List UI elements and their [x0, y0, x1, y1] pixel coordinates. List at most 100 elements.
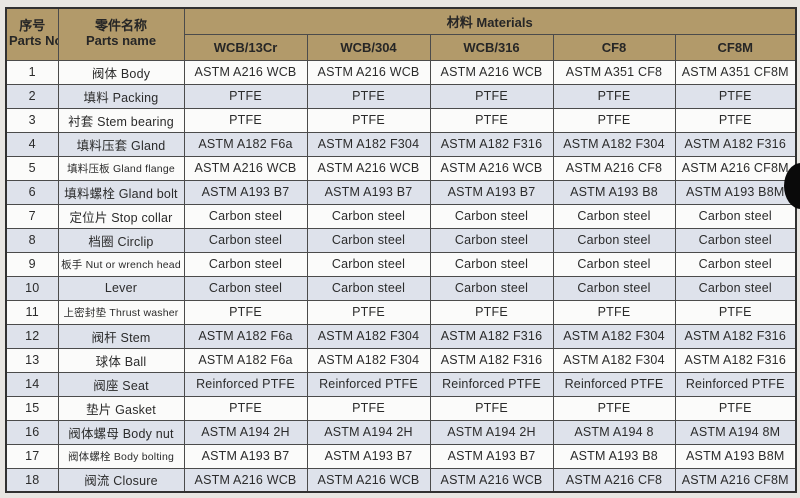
table-row: 3 衬套 Stem bearing PTFE PTFE PTFE PTFE PTFE	[5, 107, 797, 133]
parts-name-cell: 上密封垫 Thrust washer	[57, 299, 185, 325]
table-body: 1 阀体 Body ASTM A216 WCB ASTM A216 WCB ASTM A…	[5, 59, 797, 493]
material-cell: PTFE	[674, 107, 797, 133]
table-row: 6 填料螺栓 Gland bolt ASTM A193 B7 ASTM A193 B7…	[5, 179, 797, 205]
material-cell: ASTM A351 CF8	[552, 59, 676, 85]
table-row: 15 垫片 Gasket PTFE PTFE PTFE PTFE PTFE	[5, 395, 797, 421]
material-cell: Carbon steel	[552, 251, 676, 277]
material-cell: ASTM A216 WCB	[183, 155, 308, 181]
table-row: 4 填料压套 Gland ASTM A182 F6a ASTM A182 F304 AS…	[5, 131, 797, 157]
parts-name-cell: 定位片 Stop collar	[57, 203, 185, 229]
table-row: 10 Lever Carbon steel Carbon steel Carbon st…	[5, 275, 797, 301]
material-cell: ASTM A182 F316	[429, 323, 554, 349]
col-header-parts-no: 序号 Parts No.	[5, 7, 59, 61]
material-cell: PTFE	[429, 83, 554, 109]
parts-name-cell: 填料 Packing	[57, 83, 185, 109]
material-cell: ASTM A216 CF8M	[674, 467, 797, 493]
col-header-parts-name-en: Parts name	[85, 33, 157, 49]
material-cell: ASTM A216 WCB	[183, 467, 308, 493]
col-header-parts-no-en: Parts No.	[9, 33, 57, 49]
material-cell: Carbon steel	[674, 275, 797, 301]
parts-no-cell: 1	[5, 59, 59, 85]
table-row: 1 阀体 Body ASTM A216 WCB ASTM A216 WCB ASTM A…	[5, 59, 797, 85]
material-cell: PTFE	[429, 107, 554, 133]
material-cell: ASTM A216 CF8M	[674, 155, 797, 181]
material-cell: ASTM A182 F316	[674, 131, 797, 157]
parts-no-cell: 9	[5, 251, 59, 277]
material-cell: ASTM A182 F304	[306, 323, 431, 349]
col-header-material-cf8m: CF8M	[674, 33, 797, 61]
material-cell: ASTM A182 F6a	[183, 131, 308, 157]
material-cell: Carbon steel	[429, 227, 554, 253]
parts-name-cell: 阀体螺栓 Body bolting	[57, 443, 185, 469]
parts-no-cell: 17	[5, 443, 59, 469]
parts-no-cell: 11	[5, 299, 59, 325]
parts-no-cell: 14	[5, 371, 59, 397]
material-cell: PTFE	[306, 299, 431, 325]
material-cell: PTFE	[429, 395, 554, 421]
material-cell: ASTM A194 2H	[429, 419, 554, 445]
scan-hole-mark	[784, 163, 800, 209]
col-header-material-wcb304: WCB/304	[306, 33, 431, 61]
material-cell: Carbon steel	[674, 251, 797, 277]
table-row: 12 阀杆 Stem ASTM A182 F6a ASTM A182 F304 ASTM…	[5, 323, 797, 349]
parts-name-cell: 阀体 Body	[57, 59, 185, 85]
material-cell: PTFE	[183, 107, 308, 133]
parts-name-cell: 档圈 Circlip	[57, 227, 185, 253]
material-cell: ASTM A216 WCB	[429, 467, 554, 493]
material-cell: ASTM A193 B8	[552, 443, 676, 469]
parts-name-cell: 填料压套 Gland	[57, 131, 185, 157]
material-cell: ASTM A193 B7	[429, 443, 554, 469]
parts-no-cell: 8	[5, 227, 59, 253]
material-cell: PTFE	[183, 83, 308, 109]
parts-name-cell: 填料螺栓 Gland bolt	[57, 179, 185, 205]
parts-name-cell: 阀流 Closure	[57, 467, 185, 493]
material-cell: ASTM A216 WCB	[306, 155, 431, 181]
col-header-parts-name: 零件名称 Parts name	[57, 7, 185, 61]
material-cell: PTFE	[552, 83, 676, 109]
material-cell: Carbon steel	[183, 227, 308, 253]
material-cell: Carbon steel	[306, 227, 431, 253]
parts-no-cell: 3	[5, 107, 59, 133]
parts-name-cell: 填料压板 Gland flange	[57, 155, 185, 181]
material-cell: Carbon steel	[552, 203, 676, 229]
material-cell: Carbon steel	[183, 275, 308, 301]
table-row: 9 板手 Nut or wrench head Carbon steel Carbon…	[5, 251, 797, 277]
material-cell: ASTM A216 CF8	[552, 155, 676, 181]
parts-no-cell: 13	[5, 347, 59, 373]
material-cell: PTFE	[674, 299, 797, 325]
table-row: 5 填料压板 Gland flange ASTM A216 WCB ASTM A216…	[5, 155, 797, 181]
col-header-parts-no-cn: 序号	[19, 18, 46, 34]
material-cell: ASTM A182 F304	[306, 347, 431, 373]
material-cell: ASTM A182 F316	[674, 323, 797, 349]
parts-name-cell: 阀杆 Stem	[57, 323, 185, 349]
material-cell: ASTM A194 8M	[674, 419, 797, 445]
parts-no-cell: 18	[5, 467, 59, 493]
material-cell: PTFE	[183, 299, 308, 325]
table-row: 8 档圈 Circlip Carbon steel Carbon steel Carbo…	[5, 227, 797, 253]
material-cell: ASTM A351 CF8M	[674, 59, 797, 85]
material-cell: Carbon steel	[552, 227, 676, 253]
material-cell: ASTM A182 F316	[429, 131, 554, 157]
material-cell: Carbon steel	[552, 275, 676, 301]
parts-no-cell: 7	[5, 203, 59, 229]
material-cell: ASTM A216 WCB	[429, 59, 554, 85]
material-cell: Reinforced PTFE	[306, 371, 431, 397]
material-cell: ASTM A182 F316	[429, 347, 554, 373]
material-cell: PTFE	[306, 83, 431, 109]
material-cell: ASTM A216 WCB	[183, 59, 308, 85]
material-cell: PTFE	[552, 395, 676, 421]
table-row: 17 阀体螺栓 Body bolting ASTM A193 B7 ASTM A193…	[5, 443, 797, 469]
material-cell: ASTM A216 WCB	[429, 155, 554, 181]
col-header-material-wcb13cr: WCB/13Cr	[183, 33, 308, 61]
material-cell: Carbon steel	[306, 275, 431, 301]
table-row: 2 填料 Packing PTFE PTFE PTFE PTFE PTFE	[5, 83, 797, 109]
parts-name-cell: 板手 Nut or wrench head	[57, 251, 185, 277]
parts-name-cell: 垫片 Gasket	[57, 395, 185, 421]
parts-materials-table: 序号 Parts No. 零件名称 Parts name 材料 Material…	[5, 7, 797, 493]
material-cell: Carbon steel	[674, 203, 797, 229]
material-cell: ASTM A182 F304	[552, 131, 676, 157]
material-cell: ASTM A194 2H	[306, 419, 431, 445]
material-cell: ASTM A193 B7	[306, 179, 431, 205]
material-cell: Carbon steel	[674, 227, 797, 253]
material-cell: ASTM A193 B7	[183, 179, 308, 205]
